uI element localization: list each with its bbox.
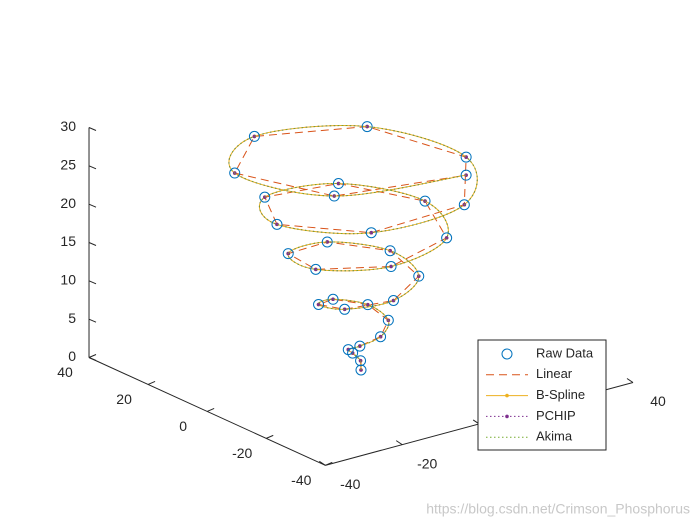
- y-tick-label: 0: [179, 418, 187, 434]
- marker: [310, 263, 322, 275]
- marker: [382, 314, 394, 326]
- y-axis: [88, 357, 326, 466]
- marker: [362, 299, 374, 311]
- plot-area: [228, 121, 478, 376]
- x-tick-label: -20: [417, 455, 437, 471]
- series-line: [228, 125, 478, 371]
- z-tick-label: 15: [60, 233, 76, 249]
- y-tick: [206, 407, 215, 412]
- z-tick-label: 5: [68, 310, 76, 326]
- y-tick: [325, 461, 333, 466]
- marker: [355, 364, 367, 376]
- marker: [332, 194, 337, 198]
- z-tick: [88, 357, 97, 361]
- marker: [387, 294, 399, 306]
- marker: [328, 190, 340, 202]
- marker: [416, 274, 421, 278]
- marker: [505, 393, 509, 398]
- marker: [332, 178, 344, 190]
- z-tick-label: 25: [60, 157, 76, 173]
- marker: [460, 151, 472, 163]
- marker: [501, 348, 513, 360]
- y-tick-label: 40: [57, 364, 73, 380]
- z-tick-label: 0: [68, 348, 76, 364]
- y-tick: [147, 380, 156, 385]
- marker: [321, 236, 333, 248]
- z-tick-label: 20: [60, 195, 76, 211]
- marker: [458, 199, 470, 211]
- x-tick-label: -40: [340, 476, 360, 492]
- marker: [385, 261, 397, 273]
- marker: [354, 340, 366, 352]
- marker: [441, 232, 453, 244]
- marker: [391, 298, 396, 303]
- marker: [259, 191, 271, 203]
- marker: [365, 302, 370, 307]
- x-tick: [626, 378, 634, 383]
- marker: [365, 227, 377, 239]
- legend-label: Linear: [536, 366, 573, 381]
- legend: Raw Data Linear B-Spline PCHIP Akima: [477, 339, 607, 451]
- marker: [271, 218, 283, 230]
- marker: [505, 414, 509, 419]
- marker: [282, 248, 294, 260]
- z-tick: [88, 127, 97, 131]
- marker: [342, 307, 347, 312]
- z-tick: [88, 318, 97, 323]
- y-tick: [266, 434, 274, 439]
- marker: [339, 303, 351, 315]
- marker: [413, 270, 425, 282]
- marker: [462, 202, 467, 207]
- marker: [275, 222, 279, 227]
- marker: [419, 195, 431, 207]
- marker: [358, 344, 362, 348]
- marker: [346, 347, 351, 352]
- marker: [336, 181, 341, 186]
- marker: [384, 245, 396, 257]
- marker: [248, 130, 260, 142]
- marker: [369, 230, 374, 235]
- marker: [313, 267, 318, 272]
- x-tick-label: 40: [650, 393, 666, 409]
- marker: [327, 293, 339, 305]
- x-tick: [395, 440, 403, 446]
- legend-label: Raw Data: [536, 345, 594, 360]
- marker: [316, 302, 321, 307]
- x-tick: [319, 460, 326, 466]
- marker: [313, 299, 325, 311]
- z-tick: [88, 280, 97, 285]
- y-tick: [88, 354, 97, 358]
- z-tick: [88, 165, 97, 170]
- z-tick-label: 10: [60, 272, 76, 288]
- marker: [355, 355, 367, 367]
- y-tick-label: 20: [116, 391, 132, 407]
- legend-label: B-Spline: [536, 387, 585, 402]
- z-tick: [88, 203, 97, 208]
- y-tick-label: -20: [232, 445, 252, 461]
- y-tick-label: -40: [291, 472, 311, 488]
- marker: [389, 264, 393, 269]
- legend-label: PCHIP: [536, 408, 576, 423]
- z-tick-label: 30: [60, 118, 76, 134]
- legend-label: Akima: [536, 429, 573, 444]
- marker: [229, 167, 241, 179]
- marker: [460, 169, 472, 181]
- marker: [331, 297, 335, 302]
- z-tick: [88, 242, 97, 246]
- marker: [342, 344, 354, 356]
- marker: [361, 121, 373, 133]
- legend-box: [477, 339, 607, 451]
- marker: [325, 240, 330, 244]
- marker: [375, 331, 387, 343]
- marker: [365, 124, 369, 129]
- watermark: https://blog.csdn.net/Crimson_Phosphorus: [426, 501, 690, 517]
- marker: [388, 248, 392, 253]
